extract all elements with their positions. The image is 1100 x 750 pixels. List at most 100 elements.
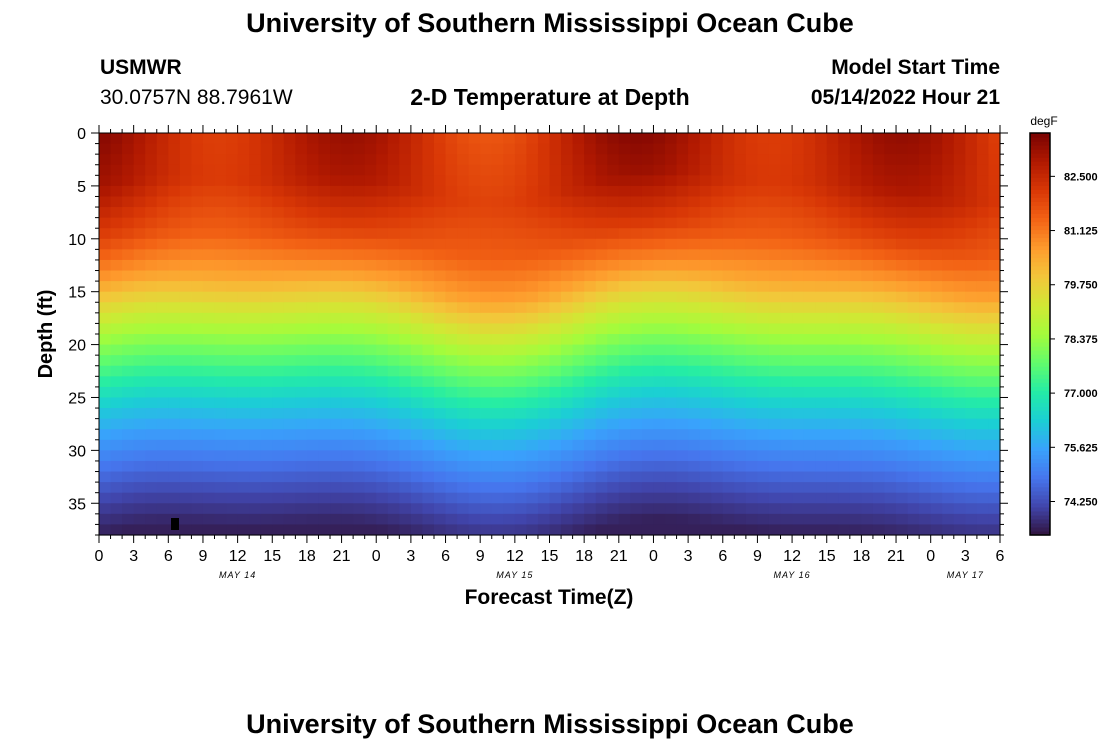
heatmap-cell bbox=[433, 376, 447, 388]
heatmap-cell bbox=[641, 302, 655, 314]
heatmap-cell bbox=[976, 217, 990, 229]
heatmap-cell bbox=[953, 355, 966, 367]
heatmap-cell bbox=[919, 217, 932, 229]
heatmap-cell bbox=[364, 133, 377, 145]
heatmap-cell bbox=[641, 460, 655, 473]
heatmap-cell bbox=[665, 460, 678, 473]
heatmap-cell bbox=[780, 291, 793, 303]
heatmap-cell bbox=[445, 302, 458, 314]
heatmap-cell bbox=[341, 143, 354, 155]
heatmap-cell bbox=[849, 175, 862, 187]
heatmap-cell bbox=[641, 133, 655, 145]
heatmap-cell bbox=[410, 133, 424, 145]
heatmap-cell bbox=[226, 217, 239, 229]
heatmap-cell bbox=[202, 164, 216, 176]
heatmap-cell bbox=[514, 302, 527, 314]
heatmap-cell bbox=[156, 196, 169, 208]
heatmap-cell bbox=[803, 196, 816, 208]
heatmap-cell bbox=[768, 386, 782, 399]
heatmap-cell bbox=[410, 302, 424, 314]
heatmap-cell bbox=[838, 513, 851, 526]
heatmap-cell bbox=[896, 217, 909, 229]
heatmap-cell bbox=[491, 471, 504, 483]
heatmap-cell bbox=[942, 217, 955, 229]
heatmap-cell bbox=[226, 524, 239, 536]
heatmap-cell bbox=[792, 143, 805, 155]
heatmap-cell bbox=[260, 376, 273, 388]
heatmap-cell bbox=[433, 408, 447, 420]
heatmap-cell bbox=[364, 376, 377, 388]
heatmap-cell bbox=[133, 259, 146, 272]
heatmap-cell bbox=[387, 418, 400, 430]
heatmap-cell bbox=[699, 334, 712, 346]
heatmap-cell bbox=[584, 291, 597, 303]
heatmap-cell bbox=[99, 291, 112, 303]
heatmap-cell bbox=[919, 344, 932, 356]
heatmap-cell bbox=[422, 513, 435, 526]
heatmap-cell bbox=[133, 439, 146, 451]
heatmap-cell bbox=[896, 133, 909, 145]
heatmap-cell bbox=[688, 334, 701, 346]
heatmap-cell bbox=[422, 397, 435, 409]
heatmap-cell bbox=[514, 217, 527, 229]
heatmap-cell bbox=[480, 386, 493, 399]
heatmap-cell bbox=[306, 196, 320, 208]
heatmap-cell bbox=[283, 143, 296, 155]
heatmap-cell bbox=[653, 270, 666, 282]
heatmap-cell bbox=[872, 439, 886, 451]
heatmap-cell bbox=[734, 376, 747, 388]
heatmap-cell bbox=[376, 460, 389, 473]
heatmap-cell bbox=[295, 154, 308, 166]
heatmap-cell bbox=[665, 524, 678, 536]
heatmap-cell bbox=[768, 291, 782, 303]
heatmap-cell bbox=[272, 334, 285, 346]
heatmap-cell bbox=[537, 291, 551, 303]
heatmap-cell bbox=[722, 429, 735, 441]
heatmap-cell bbox=[364, 450, 377, 462]
colorbar-segment bbox=[1030, 370, 1050, 375]
heatmap-cell bbox=[330, 344, 343, 356]
heatmap-cell bbox=[306, 334, 320, 346]
heatmap-cell bbox=[237, 291, 250, 303]
heatmap-cell bbox=[133, 217, 146, 229]
heatmap-cell bbox=[607, 482, 620, 494]
heatmap-cell bbox=[260, 397, 273, 409]
heatmap-cell bbox=[699, 355, 712, 367]
heatmap-cell bbox=[665, 196, 678, 208]
heatmap-cell bbox=[976, 408, 990, 420]
heatmap-cell bbox=[399, 408, 412, 420]
heatmap-cell bbox=[110, 175, 123, 187]
heatmap-cell bbox=[803, 217, 816, 229]
heatmap-cell bbox=[122, 175, 135, 187]
heatmap-cell bbox=[722, 154, 735, 166]
heatmap-cell bbox=[353, 503, 366, 515]
heatmap-cell bbox=[514, 344, 527, 356]
heatmap-cell bbox=[988, 281, 1001, 293]
heatmap-cell bbox=[803, 281, 816, 293]
heatmap-cell bbox=[457, 323, 470, 335]
heatmap-cell bbox=[641, 164, 655, 176]
heatmap-cell bbox=[491, 418, 504, 430]
heatmap-cell bbox=[306, 143, 320, 155]
heatmap-cell bbox=[237, 249, 250, 261]
heatmap-cell bbox=[514, 323, 527, 335]
heatmap-cell bbox=[976, 175, 990, 187]
heatmap-cell bbox=[618, 207, 631, 219]
heatmap-cell bbox=[99, 334, 112, 346]
heatmap-cell bbox=[953, 386, 966, 399]
heatmap-cell bbox=[457, 418, 470, 430]
heatmap-cell bbox=[896, 482, 909, 494]
heatmap-cell bbox=[491, 175, 504, 187]
x-tick-label: 9 bbox=[753, 548, 762, 565]
heatmap-cell bbox=[168, 376, 181, 388]
heatmap-cell bbox=[896, 238, 909, 250]
heatmap-cell bbox=[457, 228, 470, 240]
heatmap-cell bbox=[688, 397, 701, 409]
heatmap-cell bbox=[803, 344, 816, 356]
heatmap-cell bbox=[826, 429, 839, 441]
heatmap-cell bbox=[884, 143, 897, 155]
heatmap-cell bbox=[849, 185, 862, 198]
heatmap-cell bbox=[110, 429, 123, 441]
heatmap-cell bbox=[341, 270, 354, 282]
heatmap-cell bbox=[237, 196, 250, 208]
